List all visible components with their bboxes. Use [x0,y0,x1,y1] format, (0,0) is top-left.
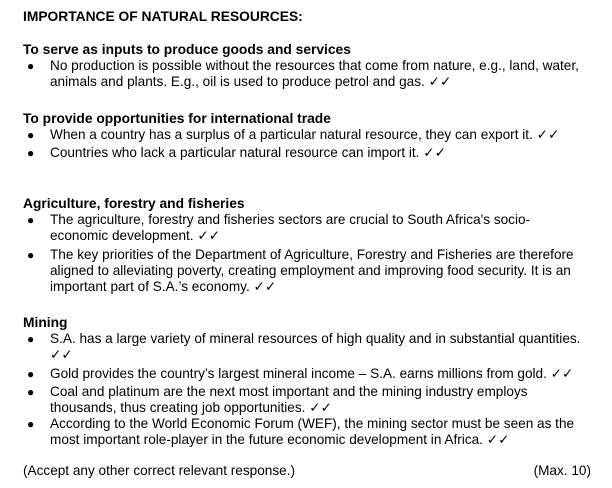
bullet-icon: ● [27,332,35,347]
bullet-list: ● No production is possible without the … [23,58,588,90]
list-item: ● S.A. has a large variety of mineral re… [23,331,588,363]
list-item: ● Countries who lack a particular natura… [23,145,588,161]
bullet-icon: ● [27,59,35,74]
list-item: ● The key priorities of the Department o… [23,247,588,296]
footer-note: (Accept any other correct relevant respo… [23,463,296,478]
max-marks: (Max. 10) [533,463,591,478]
list-item: ● Coal and platinum are the next most im… [23,384,588,416]
bullet-text: Coal and platinum are the next most impo… [50,383,528,416]
bullet-text: The agriculture, forestry and fisheries … [50,212,531,244]
section-heading: To serve as inputs to produce goods and … [23,42,351,57]
section-international-trade: To provide opportunities for internation… [23,111,588,162]
bullet-text: No production is possible without the re… [50,58,579,90]
list-item: ● No production is possible without the … [23,58,588,90]
bullet-list: ● When a country has a surplus of a part… [23,127,588,161]
bullet-icon: ● [27,146,35,161]
bullet-text: The key priorities of the Department of … [50,246,574,295]
bullet-text: According to the World Economic Forum (W… [50,416,575,448]
list-item: ● Gold provides the country’s largest mi… [23,366,588,382]
bullet-icon: ● [27,384,35,399]
section-heading: To provide opportunities for internation… [23,111,331,126]
bullet-icon: ● [27,366,35,381]
section-goods-and-services: To serve as inputs to produce goods and … [23,42,588,91]
bullet-icon: ● [27,247,35,262]
bullet-icon: ● [27,417,35,432]
footer-line: (Accept any other correct relevant respo… [23,463,591,479]
bullet-list: ● S.A. has a large variety of mineral re… [23,331,588,448]
list-item: ● The agriculture, forestry and fisherie… [23,212,588,244]
section-heading: Mining [23,315,68,330]
section-agriculture: Agriculture, forestry and fisheries ● Th… [23,196,588,295]
section-heading: Agriculture, forestry and fisheries [23,196,245,211]
bullet-icon: ● [27,213,35,228]
bullet-list: ● The agriculture, forestry and fisherie… [23,212,588,295]
bullet-text: Countries who lack a particular natural … [50,145,447,161]
bullet-text: Gold provides the country’s largest mine… [50,365,574,381]
bullet-text: S.A. has a large variety of mineral reso… [50,331,581,363]
list-item: ● When a country has a surplus of a part… [23,127,588,143]
section-mining: Mining ● S.A. has a large variety of min… [23,315,588,449]
page-title: IMPORTANCE OF NATURAL RESOURCES: [23,9,303,24]
bullet-text: When a country has a surplus of a partic… [50,127,560,143]
list-item: ● According to the World Economic Forum … [23,416,588,448]
bullet-icon: ● [27,128,35,143]
